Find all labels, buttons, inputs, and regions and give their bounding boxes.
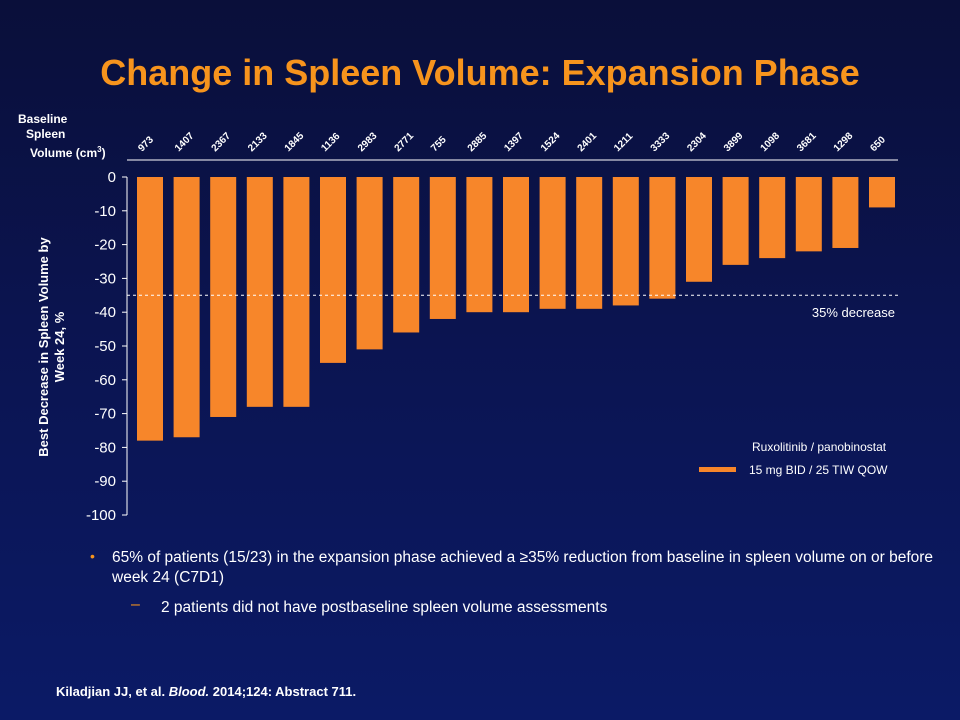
baseline-volume-label: 973 bbox=[136, 134, 156, 154]
bullet-list: • 65% of patients (15/23) in the expansi… bbox=[90, 548, 940, 618]
bar bbox=[869, 177, 895, 208]
bars bbox=[137, 177, 895, 441]
y-axis: 0 -10 -20 -30 -40 -50 -60 -70 -80 -90 -100 bbox=[86, 169, 128, 524]
baseline-volume-label: 1524 bbox=[539, 130, 563, 154]
bar bbox=[503, 177, 529, 313]
bar bbox=[320, 177, 346, 363]
baseline-volume-label: 2304 bbox=[685, 130, 709, 154]
baseline-volume-label: 1098 bbox=[759, 130, 783, 154]
baseline-volume-label: 2885 bbox=[466, 130, 490, 154]
bar bbox=[210, 177, 237, 417]
baseline-volume-label: 2983 bbox=[356, 130, 380, 154]
legend-swatch bbox=[699, 467, 736, 472]
baseline-volume-label: 1211 bbox=[612, 131, 635, 154]
baseline-volume-label: 3333 bbox=[649, 130, 673, 154]
bullet-dot-icon: • bbox=[90, 548, 95, 564]
baseline-volume-label: 3681 bbox=[795, 130, 819, 154]
bar bbox=[576, 177, 603, 309]
y-tick-label: -80 bbox=[94, 439, 116, 456]
y-tick-label: -10 bbox=[94, 203, 116, 220]
baseline-label-line1: Baseline bbox=[18, 112, 68, 126]
bar bbox=[686, 177, 712, 282]
y-tick-label: -90 bbox=[94, 473, 116, 490]
bar bbox=[539, 177, 566, 309]
bar bbox=[283, 177, 310, 407]
y-tick-label: -100 bbox=[86, 507, 116, 524]
baseline-volume-label: 2771 bbox=[393, 130, 417, 154]
baseline-label-line2: Spleen bbox=[26, 127, 66, 141]
baseline-volume-labels: 973 1407 2367 2133 1845 1136 2983 2771 755 2885 13… bbox=[136, 130, 888, 154]
bar bbox=[722, 177, 749, 265]
citation: Kiladjian JJ, et al. Blood. 2014;124: Ab… bbox=[56, 684, 356, 699]
bar bbox=[356, 177, 383, 350]
threshold-label: 35% decrease bbox=[812, 305, 895, 320]
bullet-item: • 65% of patients (15/23) in the expansi… bbox=[90, 548, 940, 588]
bullet-text: 65% of patients (15/23) in the expansion… bbox=[112, 549, 934, 586]
baseline-volume-label: 1845 bbox=[283, 130, 307, 154]
legend-series-label: 15 mg BID / 25 TIW QOW bbox=[749, 463, 888, 477]
bar bbox=[173, 177, 200, 438]
baseline-spleen-volume-label: Baseline Spleen Volume (cm3) bbox=[18, 112, 106, 161]
bar bbox=[429, 177, 456, 319]
y-tick-label: 0 bbox=[108, 169, 116, 186]
y-tick-label: -60 bbox=[94, 372, 116, 389]
baseline-volume-label: 2133 bbox=[246, 130, 270, 154]
bar bbox=[466, 177, 493, 313]
y-tick-label: -70 bbox=[94, 406, 116, 423]
bar bbox=[759, 177, 786, 259]
sub-bullet-item: – 2 patients did not have postbaseline s… bbox=[90, 596, 940, 618]
baseline-label-line3: Volume (cm3) bbox=[30, 145, 106, 160]
citation-authors: Kiladjian JJ, et al. bbox=[56, 684, 169, 699]
legend-title: Ruxolitinib / panobinostat bbox=[752, 440, 887, 454]
baseline-volume-label: 755 bbox=[429, 134, 449, 154]
sub-bullet-text: 2 patients did not have postbaseline spl… bbox=[161, 599, 608, 616]
bar bbox=[137, 177, 163, 441]
citation-journal: Blood. bbox=[168, 684, 210, 699]
baseline-volume-label: 2367 bbox=[210, 130, 234, 154]
y-tick-label: -30 bbox=[94, 270, 116, 287]
baseline-volume-label: 1298 bbox=[832, 130, 856, 154]
citation-rest: 2014;124: Abstract 711. bbox=[209, 684, 357, 699]
y-tick-label: -40 bbox=[94, 304, 116, 321]
baseline-volume-label: 650 bbox=[868, 134, 888, 154]
dash-icon: – bbox=[131, 596, 140, 613]
baseline-volume-label: 2401 bbox=[576, 130, 600, 154]
bar bbox=[393, 177, 420, 333]
y-tick-label: -50 bbox=[94, 338, 116, 355]
bar bbox=[612, 177, 639, 306]
baseline-volume-label: 3899 bbox=[722, 130, 746, 154]
bar bbox=[649, 177, 676, 299]
bar bbox=[832, 177, 859, 248]
baseline-volume-label: 1397 bbox=[502, 130, 526, 154]
bar bbox=[795, 177, 822, 252]
baseline-volume-label: 1136 bbox=[319, 131, 342, 154]
baseline-volume-label: 1407 bbox=[173, 130, 197, 154]
y-tick-label: -20 bbox=[94, 237, 116, 254]
bar bbox=[246, 177, 273, 407]
slide-title: Change in Spleen Volume: Expansion Phase bbox=[100, 52, 860, 93]
